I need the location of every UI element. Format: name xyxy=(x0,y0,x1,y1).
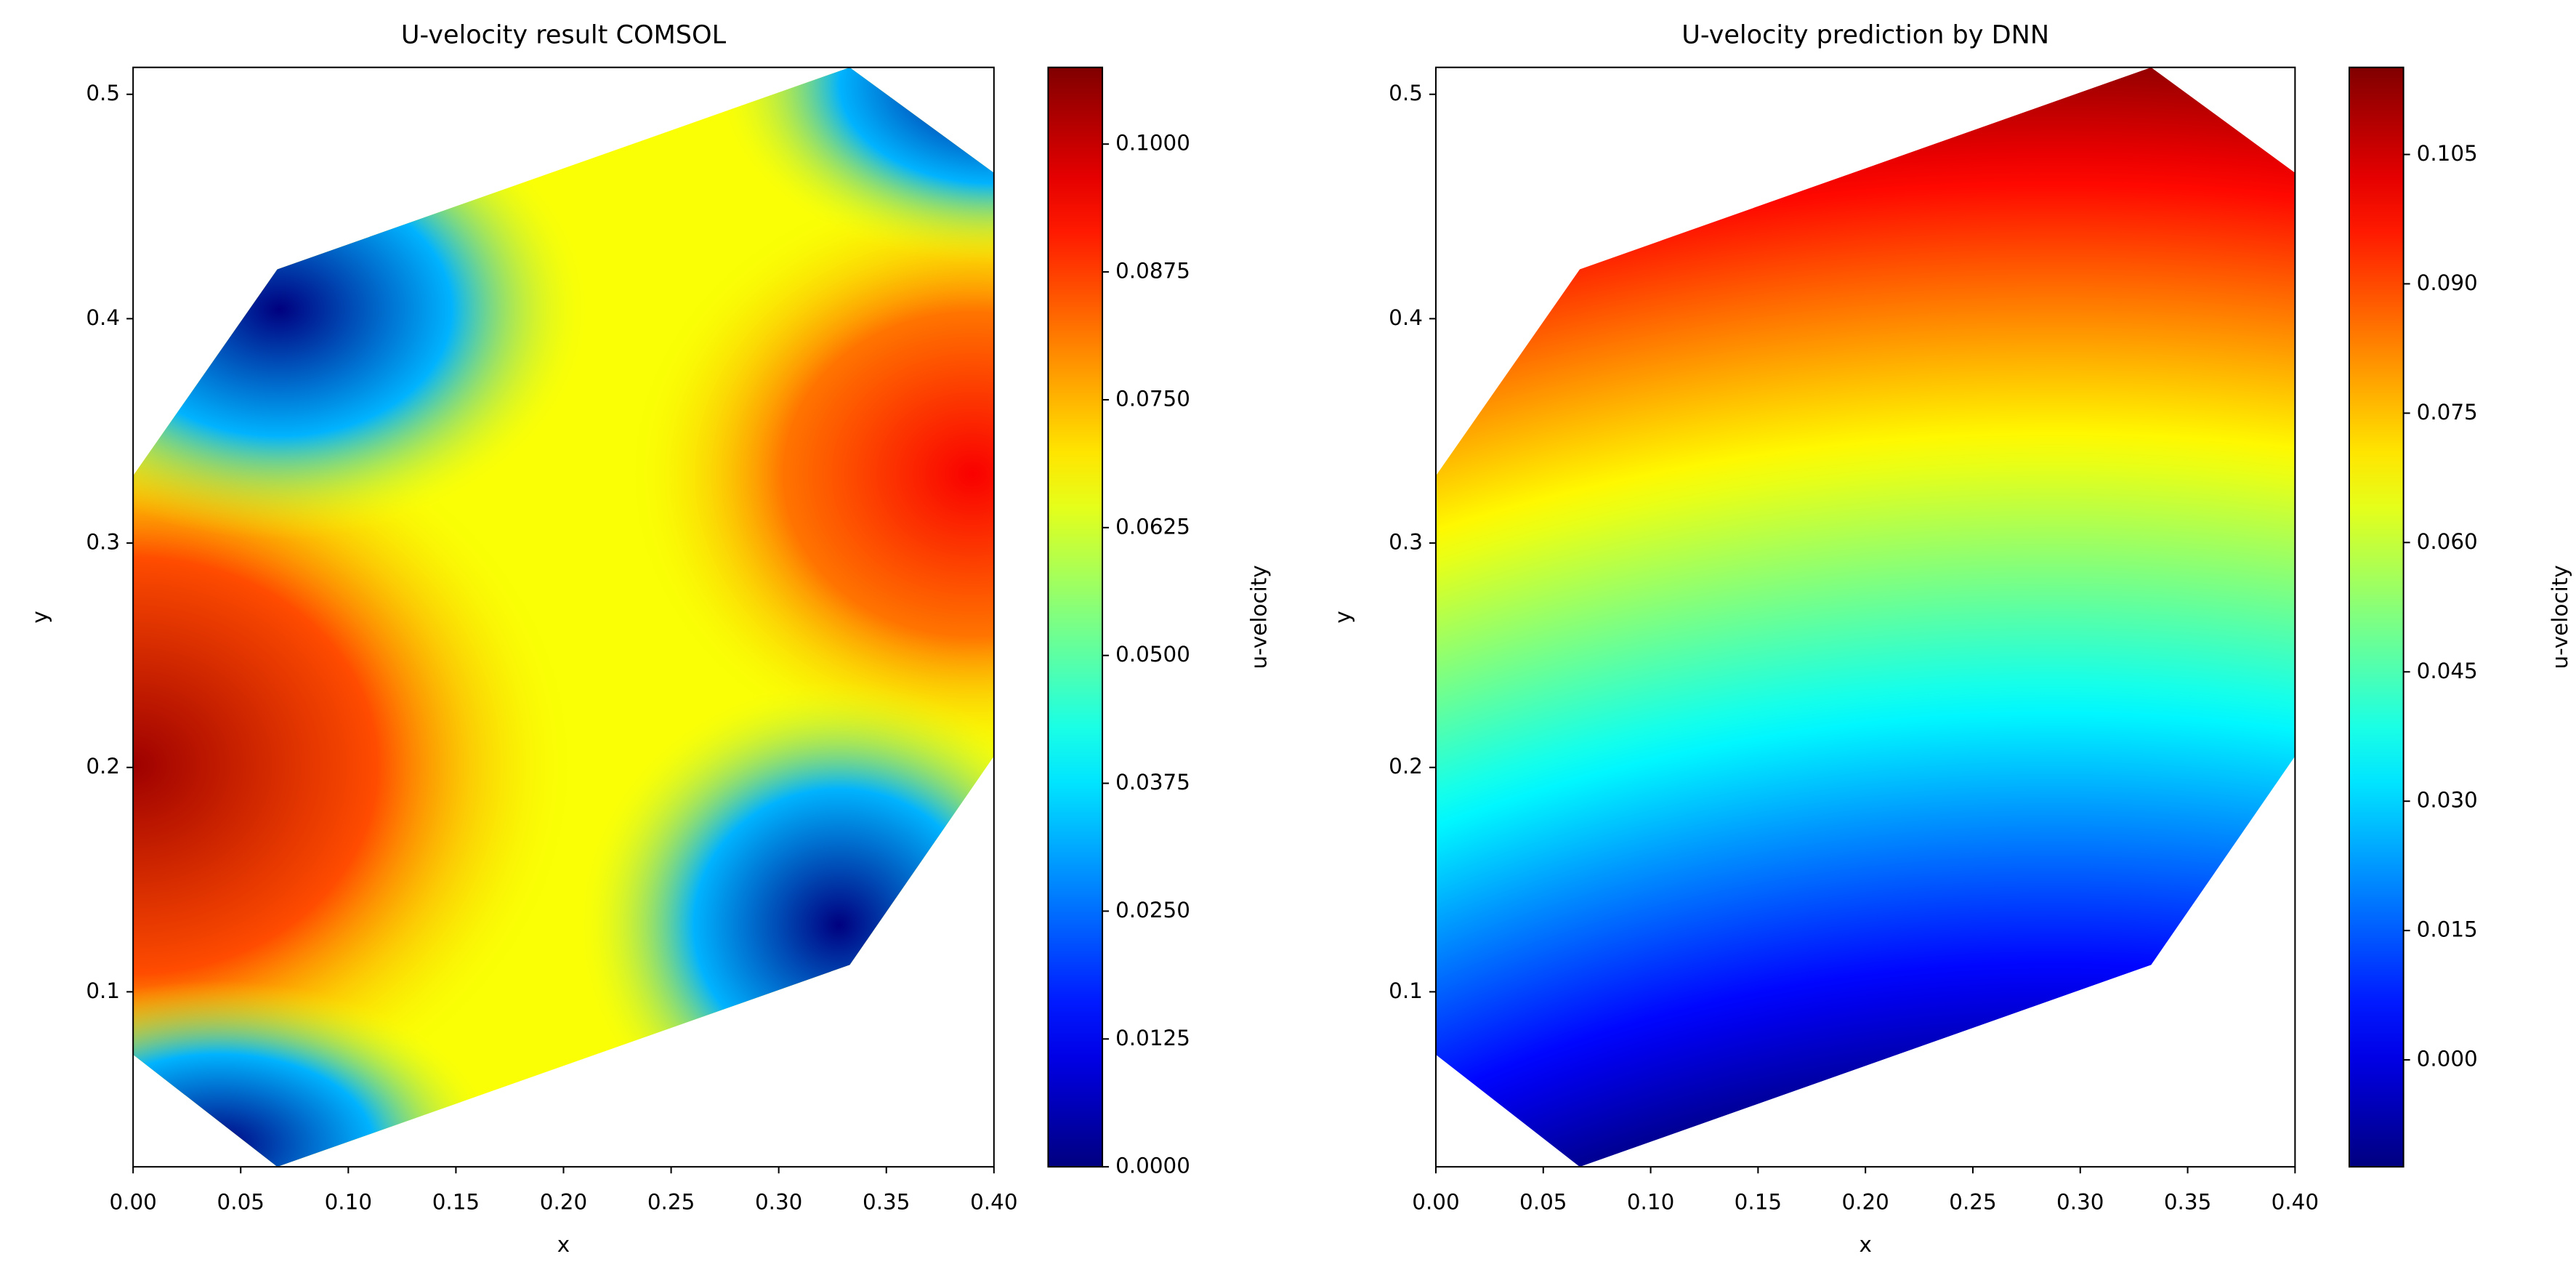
x-tick-label: 0.30 xyxy=(755,1189,802,1214)
colorbar-tick-label: 0.000 xyxy=(2417,1047,2478,1071)
x-tick-label: 0.20 xyxy=(540,1189,587,1214)
colorbar-tick-label: 0.045 xyxy=(2417,659,2478,683)
colorbar-tick-label: 0.075 xyxy=(2417,400,2478,425)
y-tick-label: 0.1 xyxy=(86,978,120,1003)
x-axis-label: x xyxy=(1859,1232,1871,1257)
colorbar-tick-label: 0.090 xyxy=(2417,270,2478,295)
x-tick-label: 0.30 xyxy=(2056,1189,2104,1214)
colorbar-label: u-velocity xyxy=(1247,565,1272,669)
colorbar xyxy=(1047,66,1104,1168)
x-tick-label: 0.35 xyxy=(2164,1189,2211,1214)
colorbar-tick-label: 0.0875 xyxy=(1115,259,1190,283)
y-axis-label: y xyxy=(1331,611,1355,623)
x-tick-label: 0.40 xyxy=(2272,1189,2319,1214)
y-tick-label: 0.3 xyxy=(86,530,120,555)
field-region xyxy=(576,678,994,1167)
x-tick-label: 0.35 xyxy=(863,1189,910,1214)
colorbar-tick-label: 0.0625 xyxy=(1115,514,1190,539)
colorbar-tick-label: 0.015 xyxy=(2417,917,2478,942)
x-tick-label: 0.10 xyxy=(1627,1189,1674,1214)
x-tick-label: 0.15 xyxy=(1735,1189,1782,1214)
x-tick-label: 0.40 xyxy=(970,1189,1017,1214)
x-tick-label: 0.25 xyxy=(647,1189,695,1214)
x-tick-label: 0.25 xyxy=(1949,1189,1996,1214)
y-axis-label: y xyxy=(28,611,52,623)
x-tick-label: 0.10 xyxy=(325,1189,372,1214)
x-tick-label: 0.05 xyxy=(217,1189,265,1214)
y-tick-label: 0.5 xyxy=(86,81,120,105)
colorbar-tick-label: 0.0500 xyxy=(1115,642,1190,667)
colorbar-tick-label: 0.060 xyxy=(2417,529,2478,554)
colorbar-tick-label: 0.0375 xyxy=(1115,770,1190,795)
colorbar-tick-label: 0.0250 xyxy=(1115,898,1190,922)
colorbar-label: u-velocity xyxy=(2548,565,2572,669)
colorbar-tick-label: 0.0125 xyxy=(1115,1026,1190,1050)
x-axis-label: x xyxy=(557,1232,570,1257)
colorbar-tick-label: 0.0750 xyxy=(1115,386,1190,411)
y-tick-label: 0.1 xyxy=(1389,978,1423,1003)
y-tick-label: 0.4 xyxy=(1389,305,1423,330)
y-tick-label: 0.2 xyxy=(1389,754,1423,779)
colorbar xyxy=(2348,66,2405,1168)
field xyxy=(1435,67,2296,1167)
chart-title: U-velocity prediction by DNN xyxy=(1681,20,2049,50)
y-tick-label: 0.5 xyxy=(1389,81,1423,105)
y-tick-label: 0.2 xyxy=(86,754,120,779)
colorbar-tick-label: 0.030 xyxy=(2417,788,2478,813)
x-tick-label: 0.20 xyxy=(1841,1189,1889,1214)
x-tick-label: 0.05 xyxy=(1519,1189,1567,1214)
field-base xyxy=(1435,67,2296,1167)
colorbar-tick-label: 0.105 xyxy=(2417,141,2478,166)
x-tick-label: 0.00 xyxy=(1412,1189,1459,1214)
colorbar-tick-label: 0.0000 xyxy=(1115,1154,1190,1178)
x-tick-label: 0.15 xyxy=(432,1189,480,1214)
chart-title: U-velocity result COMSOL xyxy=(401,20,727,50)
field-region xyxy=(627,178,994,771)
field-region xyxy=(133,387,577,1144)
y-tick-label: 0.4 xyxy=(86,305,120,330)
y-tick-label: 0.3 xyxy=(1389,530,1423,555)
x-tick-label: 0.00 xyxy=(109,1189,156,1214)
field-region xyxy=(714,67,994,265)
colorbar-tick-label: 0.1000 xyxy=(1115,131,1190,156)
